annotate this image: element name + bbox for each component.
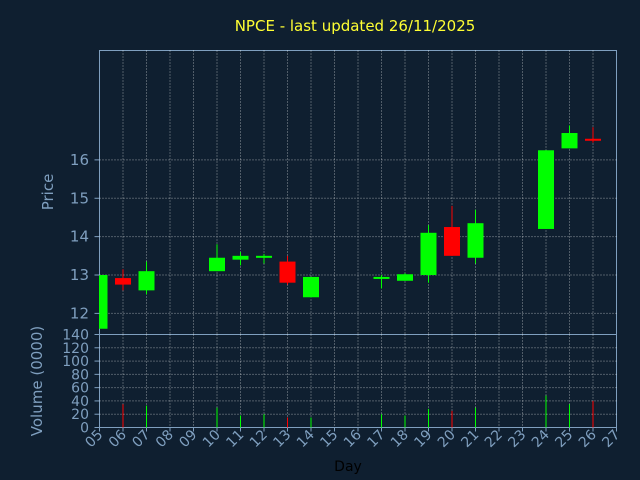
candle-body [232, 255, 249, 260]
volume-tick-label: 0 [80, 421, 89, 437]
candle-body [138, 271, 155, 291]
day-tick-label: 16 [341, 427, 365, 451]
x-axis-label: Day [334, 459, 362, 475]
candle-body [99, 275, 108, 329]
price-axis-label: Price [39, 174, 57, 211]
candle-body [279, 261, 296, 283]
candle-body [467, 223, 484, 258]
chart-title: NPCE - last updated 26/11/2025 [235, 17, 476, 35]
volume-tick-label: 40 [71, 394, 89, 410]
candle-body [256, 255, 272, 258]
day-tick-label: 27 [599, 427, 623, 451]
day-tick-label: 10 [200, 427, 224, 451]
day-tick-label: 22 [482, 427, 506, 451]
day-tick-label: 18 [388, 427, 412, 451]
day-tick-label: 26 [576, 427, 600, 451]
volume-tick-label: 80 [71, 367, 89, 383]
day-tick-label: 14 [294, 427, 318, 451]
day-tick-label: 13 [270, 427, 294, 451]
price-tick-label: 14 [70, 228, 89, 246]
day-tick-label: 17 [364, 427, 388, 451]
day-tick-label: 23 [505, 427, 529, 451]
candle-body [303, 276, 319, 298]
volume-panel-frame [99, 334, 617, 428]
day-tick-label: 09 [176, 427, 200, 451]
candle-body [561, 133, 578, 149]
day-tick-label: 25 [552, 427, 576, 451]
day-tick-label: 08 [153, 427, 177, 451]
day-tick-label: 11 [223, 427, 247, 451]
price-tick-label: 12 [70, 304, 89, 322]
price-tick-label: 16 [70, 151, 89, 169]
candle-body [420, 232, 437, 276]
candle-body [444, 227, 460, 256]
volume-bars [122, 395, 594, 428]
volume-tick-label: 120 [62, 341, 89, 357]
day-tick-label: 07 [129, 427, 153, 451]
candle-body [373, 276, 390, 279]
candles [99, 125, 601, 329]
day-tick-label: 24 [529, 427, 553, 451]
day-tick-label: 21 [458, 427, 482, 451]
price-tick-label: 13 [70, 266, 89, 284]
volume-tick-label: 60 [71, 381, 89, 397]
volume-axis-label: Volume (0000) [28, 326, 46, 436]
grid-lines [99, 50, 617, 428]
volume-tick-label: 140 [62, 328, 89, 344]
price-tick-label: 15 [70, 189, 89, 207]
volume-tick-label: 100 [62, 354, 89, 370]
day-tick-label: 20 [435, 427, 459, 451]
day-tick-label: 15 [317, 427, 341, 451]
day-tick-label: 19 [411, 427, 435, 451]
day-tick-label: 06 [106, 427, 130, 451]
day-tick-label: 12 [247, 427, 271, 451]
candle-body [115, 278, 131, 285]
candle-body [209, 257, 225, 272]
volume-tick-label: 20 [71, 407, 89, 423]
candle-body [397, 274, 413, 281]
candle-body [538, 150, 554, 229]
candle-body [585, 138, 601, 141]
